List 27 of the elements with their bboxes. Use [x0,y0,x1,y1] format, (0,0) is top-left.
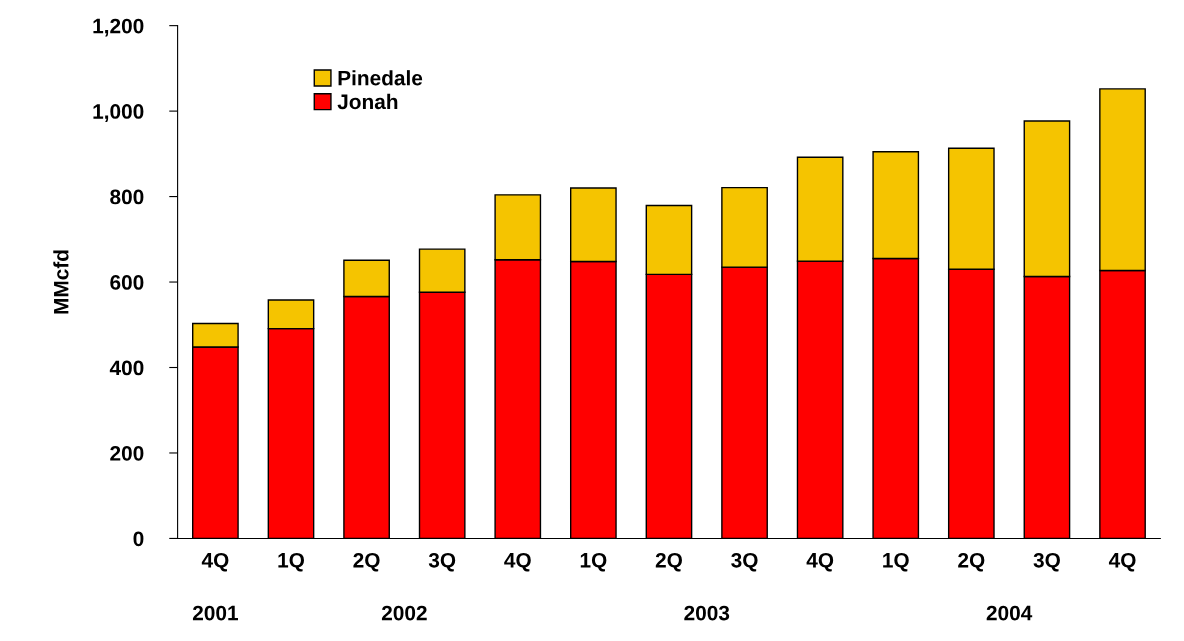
x-tick-label: 1Q [278,552,305,572]
x-tick-label: 1Q [580,552,607,572]
y-axis-title: MMcfd [53,250,69,314]
legend-label: Jonah [337,93,398,110]
y-tick-label: 600 [110,275,144,290]
legend-label: Pinedale [338,70,423,86]
x-tick-label: 3Q [731,552,758,572]
x-tick-label: 2Q [958,552,985,572]
x-tick-label: 3Q [428,552,456,572]
x-tick-label: 2Q [655,552,682,572]
x-tick-label: 1Q [883,552,909,572]
y-tick-label: 800 [110,189,144,205]
x-tick-label: 4Q [504,552,531,572]
y-tick-label: 200 [110,445,144,461]
x-tick-label: 2Q [353,552,380,572]
y-tick-label: 1,200 [93,18,144,37]
x-tick-label: 4Q [1108,552,1136,572]
text: 2002 [381,605,427,621]
text: 2003 [684,605,730,621]
y-tick-label: 1,000 [93,104,144,122]
y-tick-label: 0 [133,531,144,547]
x-tick-label: 3Q [1033,552,1060,572]
x-tick-label: 4Q [201,552,229,572]
y-tick-label: 400 [109,360,144,376]
text: 2001 [192,605,238,621]
x-tick-label: 4Q [806,552,834,572]
text: 2004 [986,605,1033,621]
